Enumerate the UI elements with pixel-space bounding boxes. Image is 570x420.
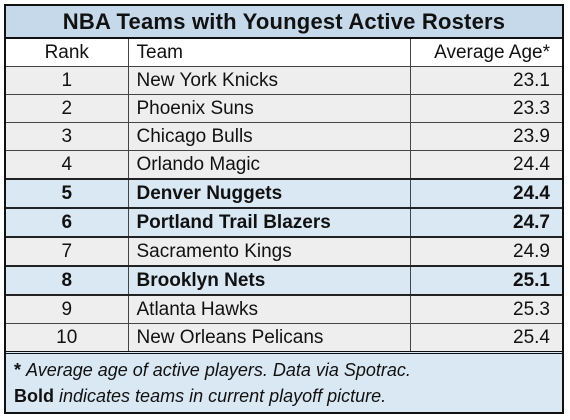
- average-age-cell: 24.4: [409, 178, 562, 209]
- team-cell: Brooklyn Nets: [127, 265, 411, 296]
- table-row: 2 Phoenix Suns 23.3: [6, 94, 562, 123]
- average-age-cell: 25.3: [409, 294, 562, 324]
- table-row: 3 Chicago Bulls 23.9: [6, 122, 562, 151]
- team-cell: Orlando Magic: [127, 150, 411, 180]
- average-age-cell: 25.4: [409, 323, 562, 352]
- team-cell: Phoenix Suns: [127, 94, 411, 123]
- table-row: 5 Denver Nuggets 24.4: [6, 178, 562, 209]
- average-age-cell: 23.9: [409, 122, 562, 151]
- table-row: 4 Orlando Magic 24.4: [6, 150, 562, 180]
- rank-cell: 8: [6, 265, 129, 296]
- average-age-cell: 24.4: [409, 150, 562, 180]
- footnote-asterisk: *: [14, 360, 22, 380]
- table-row: 9 Atlanta Hawks 25.3: [6, 294, 562, 324]
- column-header-team: Team: [127, 39, 411, 67]
- rank-cell: 9: [6, 294, 129, 324]
- column-header-rank: Rank: [6, 39, 129, 67]
- team-cell: New York Knicks: [127, 66, 411, 95]
- column-header-average-age: Average Age*: [409, 39, 562, 67]
- rank-cell: 5: [6, 178, 129, 209]
- rank-cell: 1: [6, 66, 129, 95]
- average-age-cell: 25.1: [409, 265, 562, 296]
- footnote-average-age: * Average age of active players. Data vi…: [14, 357, 562, 383]
- average-age-cell: 24.9: [409, 236, 562, 267]
- average-age-cell: 24.7: [409, 207, 562, 238]
- average-age-cell: 23.1: [409, 66, 562, 95]
- table-footer: * Average age of active players. Data vi…: [6, 351, 562, 412]
- header-row: Rank Team Average Age*: [6, 39, 562, 67]
- rank-cell: 6: [6, 207, 129, 238]
- footnote-bold-legend: Bold indicates teams in current playoff …: [14, 383, 562, 409]
- footnote-text: Average age of active players. Data via …: [26, 360, 411, 380]
- rank-cell: 4: [6, 150, 129, 180]
- table-row: 8 Brooklyn Nets 25.1: [6, 265, 562, 296]
- legend-bold-text: indicates teams in current playoff pictu…: [59, 386, 387, 406]
- rank-cell: 3: [6, 122, 129, 151]
- team-cell: Sacramento Kings: [127, 236, 411, 267]
- legend-bold-word: Bold: [14, 386, 54, 406]
- rank-cell: 2: [6, 94, 129, 123]
- roster-age-table-card: NBA Teams with Youngest Active Rosters R…: [4, 4, 564, 414]
- average-age-cell: 23.3: [409, 94, 562, 123]
- team-cell: Denver Nuggets: [127, 178, 411, 209]
- table-row: 7 Sacramento Kings 24.9: [6, 236, 562, 267]
- team-cell: Atlanta Hawks: [127, 294, 411, 324]
- team-cell: Portland Trail Blazers: [127, 207, 411, 238]
- table-row: 6 Portland Trail Blazers 24.7: [6, 207, 562, 238]
- table-title: NBA Teams with Youngest Active Rosters: [6, 6, 562, 39]
- roster-table: Rank Team Average Age* 1 New York Knicks 2…: [6, 39, 562, 352]
- rank-cell: 10: [6, 323, 129, 352]
- team-cell: New Orleans Pelicans: [127, 323, 411, 352]
- table-row: 10 New Orleans Pelicans 25.4: [6, 323, 562, 352]
- table-row: 1 New York Knicks 23.1: [6, 66, 562, 95]
- rank-cell: 7: [6, 236, 129, 267]
- team-cell: Chicago Bulls: [127, 122, 411, 151]
